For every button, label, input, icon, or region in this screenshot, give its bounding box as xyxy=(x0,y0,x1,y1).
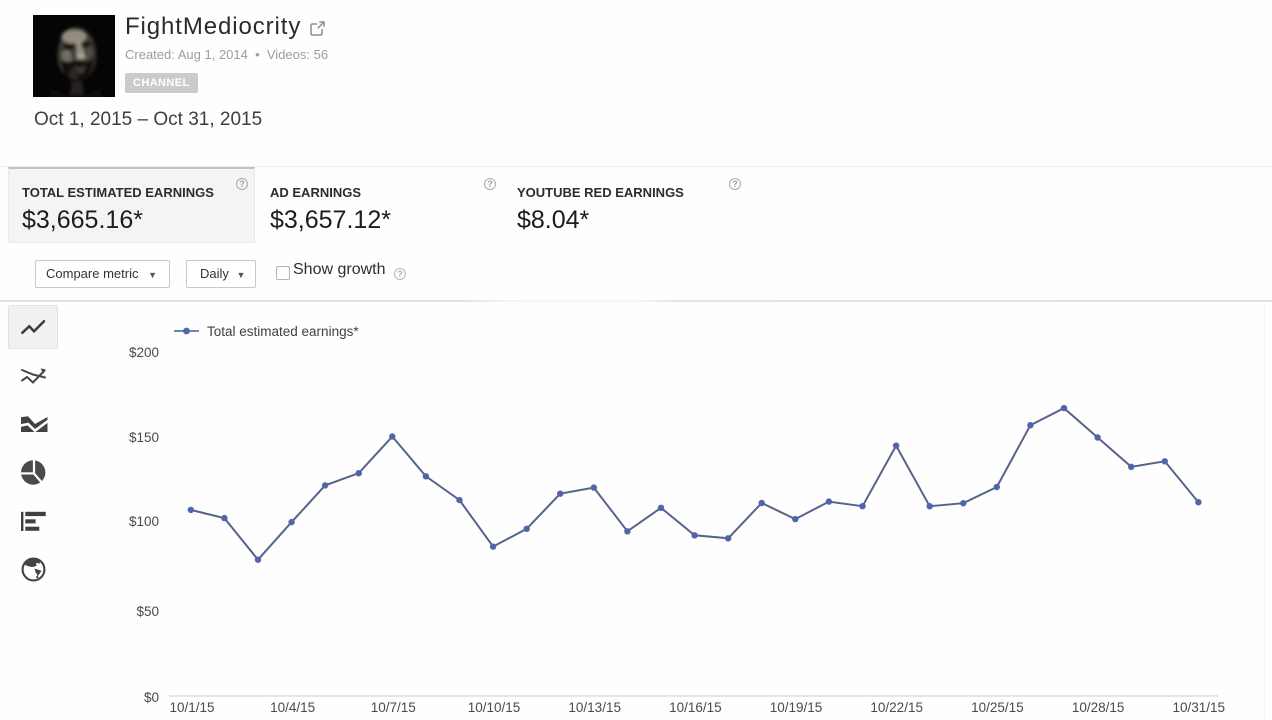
svg-text:10/16/15: 10/16/15 xyxy=(669,700,722,715)
svg-text:10/19/15: 10/19/15 xyxy=(770,700,823,715)
svg-text:10/25/15: 10/25/15 xyxy=(971,700,1024,715)
svg-text:10/1/15: 10/1/15 xyxy=(169,700,214,715)
svg-text:$100: $100 xyxy=(129,514,159,529)
svg-text:10/4/15: 10/4/15 xyxy=(270,700,315,715)
svg-text:$50: $50 xyxy=(136,604,159,619)
svg-text:10/31/15: 10/31/15 xyxy=(1173,700,1226,715)
svg-text:10/28/15: 10/28/15 xyxy=(1072,700,1125,715)
svg-text:10/13/15: 10/13/15 xyxy=(568,700,621,715)
svg-text:$150: $150 xyxy=(129,430,159,445)
svg-text:$200: $200 xyxy=(129,345,159,360)
svg-text:10/10/15: 10/10/15 xyxy=(468,700,521,715)
svg-text:Total estimated earnings*: Total estimated earnings* xyxy=(207,324,359,339)
svg-text:10/22/15: 10/22/15 xyxy=(870,700,923,715)
svg-text:$0: $0 xyxy=(144,690,159,705)
svg-text:10/7/15: 10/7/15 xyxy=(371,700,416,715)
